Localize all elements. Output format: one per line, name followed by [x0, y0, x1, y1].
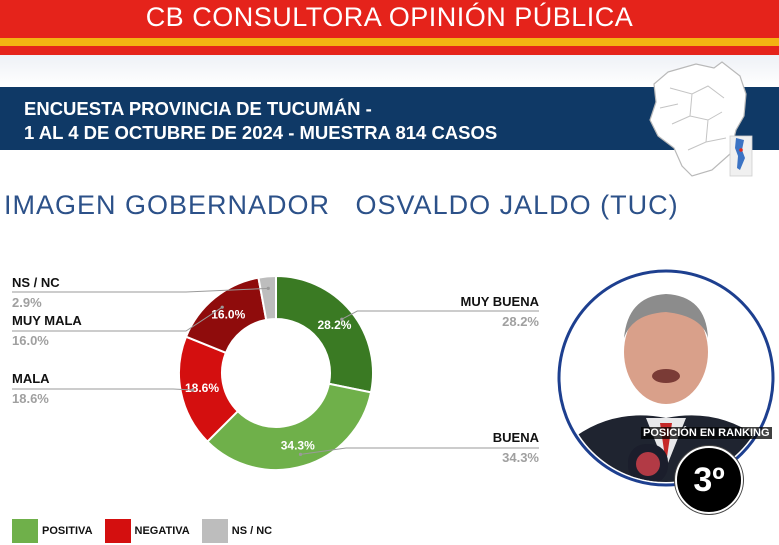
category-value-muy-mala: 16.0% [12, 333, 49, 348]
legend-item-negativa: NEGATIVA [104, 519, 190, 543]
donut-slice-buena [205, 382, 373, 471]
brand-title: CB CONSULTORA OPINIÓN PÚBLICA [145, 2, 634, 32]
donut-slice-muy-buena [275, 274, 374, 394]
governor-portrait [557, 269, 775, 487]
survey-title-line2: 1 AL 4 DE OCTUBRE DE 2024 - MUESTRA 814 … [24, 122, 498, 143]
top-banner: CB CONSULTORA OPINIÓN PÚBLICA [0, 0, 779, 60]
category-value-ns-nc: 2.9% [12, 295, 42, 310]
category-value-buena: 34.3% [502, 450, 539, 465]
category-label-muy-buena: MUY BUENA [461, 294, 540, 309]
chart-title: IMAGEN GOBERNADOR OSVALDO JALDO (TUC) [4, 190, 679, 220]
legend-item-positiva: POSITIVA [12, 519, 93, 543]
legend: POSITIVA NEGATIVA NS / NC [12, 519, 284, 543]
legend-swatch-positiva [12, 519, 38, 543]
legend-label-negativa: NEGATIVA [134, 525, 190, 537]
legend-swatch-negativa [104, 519, 131, 543]
survey-title-line1: ENCUESTA PROVINCIA DE TUCUMÁN - [24, 98, 372, 119]
leader-line-ns-nc [12, 287, 269, 293]
ranking-label: POSICIÓN EN RANKING [641, 427, 772, 439]
leader-line-buena [300, 447, 539, 455]
category-label-ns-nc: NS / NC [12, 275, 60, 290]
survey-band: ENCUESTA PROVINCIA DE TUCUMÁN - 1 AL 4 D… [0, 87, 779, 150]
category-value-muy-buena: 28.2% [502, 314, 539, 329]
slice-value-label-buena: 34.3% [281, 438, 315, 452]
category-label-buena: BUENA [493, 430, 540, 445]
leader-line-mala [12, 388, 193, 391]
category-label-mala: MALA [12, 371, 50, 386]
legend-label-nsnc: NS / NC [231, 525, 273, 537]
leader-line-muy-mala [12, 306, 223, 332]
slice-value-label-muy-mala: 16.0% [211, 308, 245, 322]
legend-label-positiva: POSITIVA [42, 525, 93, 537]
donut-slice-ns-nc [257, 274, 277, 322]
legend-item-nsnc: NS / NC [201, 519, 273, 543]
ranking-position-badge: 3º [675, 446, 743, 514]
slice-value-label-mala: 18.6% [185, 381, 219, 395]
category-value-mala: 18.6% [12, 391, 49, 406]
leader-line-muy-buena [341, 310, 539, 320]
legend-swatch-nsnc [201, 519, 228, 543]
category-label-muy-mala: MUY MALA [12, 313, 82, 328]
slice-value-label-muy-buena: 28.2% [317, 318, 351, 332]
tucuman-map-icon [649, 61, 753, 177]
